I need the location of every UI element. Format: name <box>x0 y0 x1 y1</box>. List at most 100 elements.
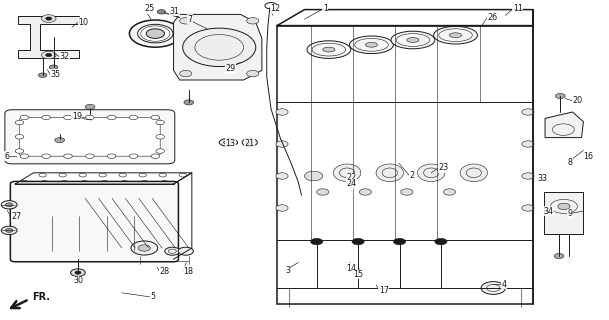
Circle shape <box>443 189 456 195</box>
Circle shape <box>15 120 24 125</box>
Text: 27: 27 <box>11 212 21 221</box>
Circle shape <box>41 15 56 22</box>
Ellipse shape <box>481 282 505 294</box>
Circle shape <box>5 203 13 207</box>
FancyBboxPatch shape <box>19 117 160 156</box>
Circle shape <box>64 115 72 120</box>
Circle shape <box>46 53 52 57</box>
Circle shape <box>107 115 116 120</box>
Circle shape <box>352 238 364 245</box>
Ellipse shape <box>307 41 351 59</box>
Text: 22: 22 <box>346 173 356 182</box>
Polygon shape <box>544 192 583 234</box>
Ellipse shape <box>418 164 445 182</box>
Text: 14: 14 <box>346 264 356 273</box>
Text: 31: 31 <box>169 7 179 16</box>
Circle shape <box>304 171 323 181</box>
Text: 33: 33 <box>537 174 547 183</box>
Circle shape <box>156 149 164 153</box>
Text: 34: 34 <box>543 207 553 216</box>
Text: 12: 12 <box>270 4 281 13</box>
Circle shape <box>184 100 194 105</box>
Circle shape <box>129 115 138 120</box>
Circle shape <box>38 73 47 77</box>
Ellipse shape <box>365 43 378 47</box>
Circle shape <box>247 18 259 24</box>
Text: 16: 16 <box>583 152 593 161</box>
Text: 29: 29 <box>225 64 236 73</box>
Circle shape <box>180 70 192 77</box>
Circle shape <box>180 18 192 24</box>
Circle shape <box>151 115 160 120</box>
Circle shape <box>42 154 51 158</box>
Ellipse shape <box>178 247 194 255</box>
Circle shape <box>247 70 259 77</box>
Ellipse shape <box>246 140 253 144</box>
Text: 26: 26 <box>487 13 498 22</box>
Circle shape <box>85 104 95 109</box>
Circle shape <box>85 154 94 158</box>
Circle shape <box>64 154 72 158</box>
FancyBboxPatch shape <box>10 181 178 262</box>
Circle shape <box>151 154 160 158</box>
Text: 1: 1 <box>323 4 328 13</box>
Circle shape <box>276 141 288 147</box>
Circle shape <box>555 93 565 99</box>
Text: 9: 9 <box>568 209 572 218</box>
Circle shape <box>1 201 17 209</box>
Polygon shape <box>174 14 262 80</box>
Circle shape <box>276 173 288 179</box>
Circle shape <box>522 173 534 179</box>
Ellipse shape <box>391 31 435 49</box>
Circle shape <box>49 65 58 69</box>
Ellipse shape <box>407 38 419 42</box>
Polygon shape <box>18 16 79 58</box>
Circle shape <box>522 141 534 147</box>
Circle shape <box>558 203 570 210</box>
Circle shape <box>156 134 164 139</box>
Ellipse shape <box>164 247 180 255</box>
Text: 8: 8 <box>568 158 572 167</box>
Polygon shape <box>545 112 583 138</box>
Text: 24: 24 <box>346 180 356 188</box>
Circle shape <box>393 238 406 245</box>
Ellipse shape <box>434 26 477 44</box>
Ellipse shape <box>130 20 181 47</box>
Circle shape <box>359 189 371 195</box>
Ellipse shape <box>323 47 335 52</box>
Circle shape <box>554 253 564 259</box>
Circle shape <box>75 271 81 274</box>
Circle shape <box>131 241 158 255</box>
Text: 17: 17 <box>379 286 389 295</box>
Ellipse shape <box>138 24 173 43</box>
Ellipse shape <box>219 138 238 147</box>
Ellipse shape <box>449 33 462 37</box>
Circle shape <box>15 149 24 153</box>
Text: 7: 7 <box>188 15 192 24</box>
Text: 25: 25 <box>144 4 155 13</box>
Text: 5: 5 <box>150 292 155 301</box>
FancyBboxPatch shape <box>5 110 175 164</box>
Ellipse shape <box>334 164 361 182</box>
Text: 35: 35 <box>50 70 60 79</box>
Circle shape <box>42 115 51 120</box>
Circle shape <box>129 154 138 158</box>
Circle shape <box>138 245 150 251</box>
Circle shape <box>276 109 288 115</box>
Ellipse shape <box>460 164 487 182</box>
Circle shape <box>157 10 166 14</box>
Ellipse shape <box>350 36 393 53</box>
Circle shape <box>435 238 447 245</box>
Text: 4: 4 <box>502 280 507 289</box>
Ellipse shape <box>224 140 233 145</box>
Circle shape <box>55 138 65 143</box>
Ellipse shape <box>242 138 257 147</box>
Text: 18: 18 <box>183 267 192 276</box>
Circle shape <box>107 154 116 158</box>
Circle shape <box>15 134 24 139</box>
Text: 19: 19 <box>72 112 82 121</box>
Text: 13: 13 <box>225 139 235 148</box>
Circle shape <box>85 115 94 120</box>
Circle shape <box>183 28 256 67</box>
Circle shape <box>20 154 29 158</box>
